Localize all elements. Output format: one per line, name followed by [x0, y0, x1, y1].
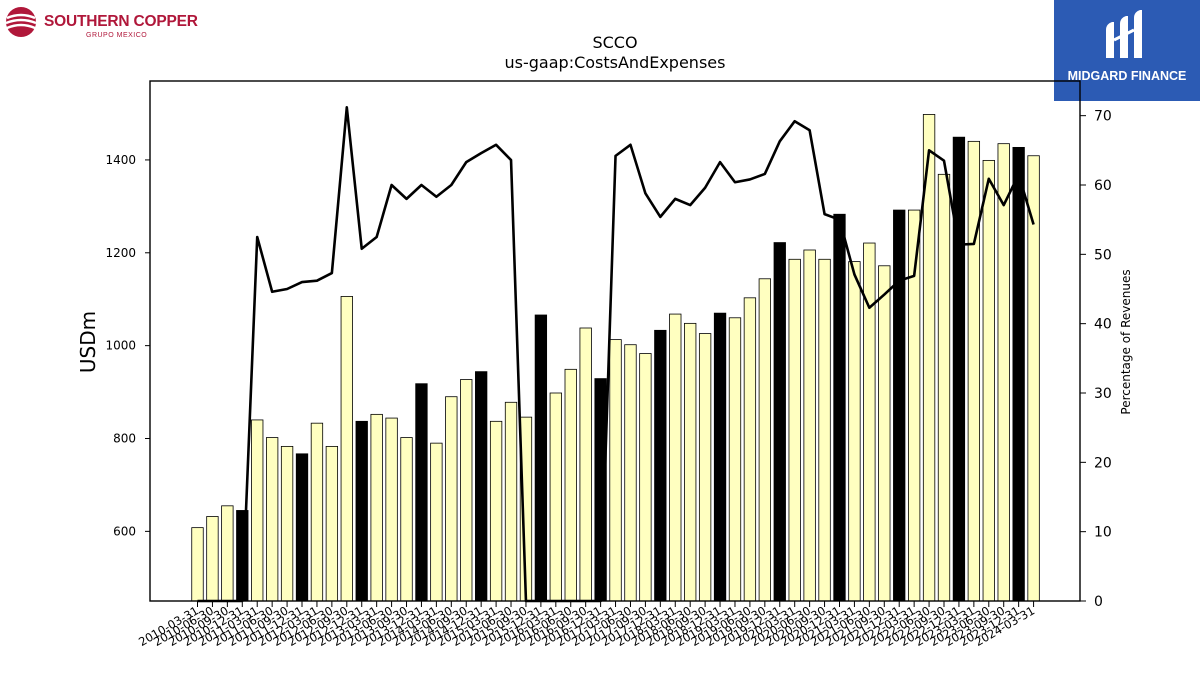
bar-2019-12-31	[773, 242, 786, 602]
y2-tick-label: 50	[1094, 247, 1112, 263]
bar-2015-03-31	[489, 420, 503, 602]
left-axis: 600 800 1000 1200 1400	[105, 153, 150, 538]
bars-layer	[191, 114, 1040, 602]
bar-2023-12-31	[1012, 146, 1025, 602]
bar-2015-06-30	[504, 401, 518, 602]
bar-2021-03-31	[848, 261, 861, 602]
x-axis: 2010-03-312010-06-302010-09-302010-12-31…	[136, 601, 1037, 649]
bar-2016-06-30	[564, 368, 577, 602]
bar-2013-09-30	[400, 437, 413, 602]
bar-2021-12-31	[893, 209, 906, 602]
bar-2018-03-31	[669, 313, 682, 602]
bar-2018-12-31	[713, 312, 727, 602]
bar-2018-09-30	[698, 333, 712, 602]
bar-2019-09-30	[758, 278, 771, 602]
y-axis-label: USDm	[76, 311, 100, 373]
bar-2016-03-31	[549, 392, 562, 602]
chart-title: SCCO	[592, 33, 637, 52]
bar-2017-12-31	[654, 329, 667, 602]
bar-2017-06-30	[624, 344, 637, 602]
southern-copper-sub-text: GRUPO MEXICO	[86, 32, 148, 39]
bar-2013-06-30	[385, 417, 398, 602]
y2-tick-label: 30	[1094, 386, 1112, 402]
bar-2012-06-30	[325, 445, 339, 602]
bar-2015-12-31	[534, 314, 548, 602]
bar-2023-06-30	[982, 159, 995, 602]
bar-2013-12-31	[415, 383, 428, 602]
y2-axis-label: Percentage of Revenues	[1119, 269, 1133, 414]
y2-tick-label: 20	[1094, 455, 1112, 471]
bar-2010-06-30	[206, 516, 219, 602]
y2-tick-label: 60	[1094, 178, 1112, 194]
bar-2014-12-31	[475, 371, 488, 602]
bar-2012-12-31	[355, 420, 368, 602]
bar-2019-03-31	[728, 317, 742, 602]
y-tick-label: 1000	[105, 339, 136, 353]
bar-2013-03-31	[370, 413, 383, 602]
bar-2017-09-30	[639, 353, 652, 602]
bar-2011-06-30	[265, 437, 279, 602]
bar-2021-09-30	[878, 265, 891, 602]
y-tick-label: 800	[113, 432, 136, 446]
midgard-finance-emblem-icon	[1106, 10, 1142, 58]
southern-copper-brand-text: SOUTHERN COPPER	[44, 13, 198, 30]
bar-2012-03-31	[310, 422, 324, 602]
bar-2023-09-30	[997, 143, 1010, 602]
midgard-finance-brand-text: MIDGARD FINANCE	[1067, 69, 1187, 83]
bar-2014-03-31	[430, 442, 443, 602]
y2-tick-label: 10	[1094, 525, 1112, 541]
line-layer	[197, 106, 1035, 603]
bar-2016-09-30	[579, 327, 592, 602]
southern-copper-emblem-icon	[5, 7, 37, 37]
bar-2011-03-31	[251, 419, 264, 602]
y2-tick-label: 40	[1094, 317, 1112, 333]
bar-2014-09-30	[460, 379, 473, 602]
bar-2022-12-31	[952, 136, 966, 602]
bar-2020-12-31	[833, 213, 846, 602]
y2-tick-label: 0	[1094, 594, 1103, 610]
bar-2017-03-31	[609, 339, 622, 602]
bar-2010-09-30	[221, 505, 234, 602]
bar-2023-03-31	[967, 140, 981, 602]
bar-2010-03-31	[191, 527, 204, 602]
bar-2020-03-31	[788, 258, 801, 602]
y-tick-label: 600	[113, 524, 136, 538]
percentage-line	[197, 106, 1035, 603]
y-tick-label: 1400	[105, 153, 136, 167]
right-axis: 0 10 20 30 40 50 60 70	[1080, 109, 1112, 610]
y-tick-label: 1200	[105, 246, 136, 260]
southern-copper-logo: SOUTHERN COPPER GRUPO MEXICO	[4, 4, 204, 44]
plot-frame	[149, 80, 1081, 602]
midgard-finance-logo: MIDGARD FINANCE	[1054, 0, 1200, 101]
y2-tick-label: 70	[1094, 109, 1112, 125]
bar-2012-09-30	[340, 296, 353, 602]
bar-2011-12-31	[295, 453, 309, 602]
bar-2022-09-30	[937, 173, 951, 602]
bar-2014-06-30	[445, 396, 458, 602]
bar-2020-06-30	[803, 249, 816, 602]
chart-subtitle: us-gaap:CostsAndExpenses	[505, 53, 726, 72]
bar-2018-06-30	[684, 322, 697, 602]
bar-2019-06-30	[743, 297, 757, 602]
bar-2011-09-30	[280, 445, 294, 602]
bar-2020-09-30	[818, 258, 831, 602]
